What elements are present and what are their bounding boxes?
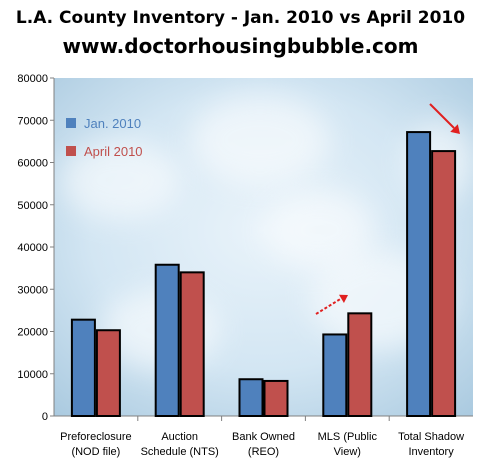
bar-jan-2010 (406, 131, 432, 418)
bar-jan-2010 (238, 378, 264, 417)
x-category-label: Inventory (408, 446, 454, 458)
legend-entry: April 2010 (84, 144, 143, 159)
x-category-label: (NOD file) (71, 446, 120, 458)
bar-april-2010 (179, 271, 205, 417)
y-tick-label: 50000 (17, 200, 48, 212)
background-texture (60, 140, 180, 220)
bar-april-2010 (347, 312, 373, 417)
bar-april-2010 (95, 329, 121, 418)
legend-swatch (66, 146, 76, 156)
arrow-head (450, 124, 460, 134)
x-category-label: Schedule (NTS) (141, 446, 219, 458)
bar-jan-2010 (322, 333, 348, 417)
x-category-label: View) (334, 446, 361, 458)
bar-jan-2010 (154, 263, 180, 417)
dotted-arrow (315, 297, 343, 315)
x-category-label: Total Shadow (398, 431, 464, 443)
x-category-label: MLS (Public (318, 431, 378, 443)
y-tick-label: 60000 (17, 158, 48, 170)
chart-subtitle: www.doctorhousingbubble.com (62, 34, 419, 58)
x-category-label: (REO) (248, 446, 279, 458)
chart-title: L.A. County Inventory - Jan. 2010 vs Apr… (15, 8, 466, 28)
solid-arrow (429, 103, 455, 129)
arrow-head (339, 294, 348, 304)
y-tick-label: 80000 (17, 73, 48, 85)
bar-jan-2010 (70, 318, 96, 418)
y-tick-label: 20000 (17, 327, 48, 339)
legend-entry: Jan. 2010 (84, 116, 141, 131)
y-tick-label: 10000 (17, 369, 48, 381)
bar-april-2010 (263, 379, 289, 417)
x-category-label: Auction (161, 431, 198, 443)
y-tick-label: 40000 (17, 242, 48, 254)
background-texture (265, 190, 375, 270)
x-category-label: Bank Owned (232, 431, 295, 443)
y-tick-label: 30000 (17, 284, 48, 296)
legend-swatch (66, 118, 76, 128)
x-category-label: Preforeclosure (60, 431, 132, 443)
bar-april-2010 (431, 150, 457, 417)
y-tick-label: 70000 (17, 115, 48, 127)
y-tick-label: 0 (42, 411, 48, 423)
background-texture (190, 95, 330, 185)
